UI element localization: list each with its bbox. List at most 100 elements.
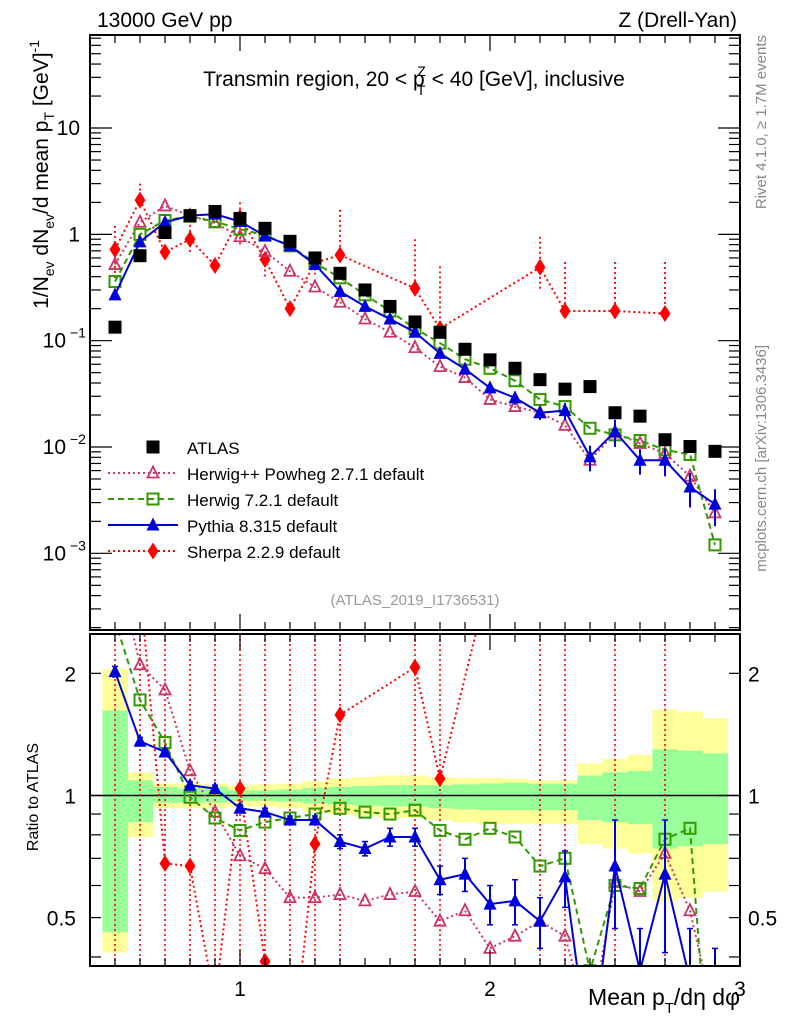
- data-point: [533, 859, 547, 873]
- data-point: [558, 416, 572, 431]
- legend-marker: [146, 440, 160, 454]
- data-point: [383, 807, 397, 821]
- ratio-y-tick-label-right: 2: [748, 663, 760, 686]
- y-tick-label: 1: [68, 223, 80, 246]
- data-point: [483, 821, 497, 835]
- xaxis-label: Mean pT/dη dφ: [588, 984, 740, 1017]
- data-point: [433, 823, 447, 837]
- data-point: [458, 832, 472, 846]
- data-point: [434, 770, 446, 788]
- data-point: [334, 706, 346, 724]
- data-point: [483, 380, 497, 394]
- data-point: [183, 762, 197, 777]
- data-point: [358, 841, 372, 855]
- data-point: [408, 324, 422, 338]
- header-left: 13000 GeV pp: [97, 9, 232, 32]
- data-point: [133, 213, 147, 228]
- legend-item: Pythia 8.315 default: [108, 517, 338, 536]
- ratio-y-tick-label-left: 2: [64, 663, 76, 686]
- data-point: [659, 305, 671, 323]
- data-point: [183, 209, 197, 223]
- data-point: [560, 490, 571, 507]
- data-point: [358, 892, 372, 907]
- data-point: [408, 882, 422, 897]
- data-point: [683, 821, 697, 835]
- data-point: [158, 214, 172, 228]
- data-point: [258, 804, 272, 818]
- y-tick-label: 10: [43, 542, 66, 565]
- data-point: [658, 433, 672, 447]
- ylabel-b-sub: ev: [41, 214, 57, 229]
- ratio-y-tick-label-left: 1: [64, 785, 76, 808]
- green-band-bin: [552, 783, 578, 811]
- legend-marker: [146, 492, 160, 506]
- ratio-y-tick-label-right: 1: [748, 785, 760, 808]
- ylabel-d: [GeV]: [30, 52, 53, 112]
- title-post: < 40 [GeV], inclusive: [426, 68, 625, 91]
- data-point: [158, 744, 172, 758]
- data-point: [558, 403, 572, 417]
- mcplots-label: mcplots.cern.ch [arXiv:1306.3436]: [753, 345, 770, 572]
- data-point: [234, 780, 246, 798]
- ylabel-c-sub: T: [41, 112, 57, 121]
- data-point: [133, 234, 147, 248]
- data-point: [133, 656, 147, 671]
- ylabel-c: /d mean p: [30, 121, 53, 214]
- data-point: [458, 342, 472, 356]
- data-point: [308, 889, 322, 904]
- data-point: [558, 927, 572, 942]
- data-point: [284, 300, 296, 318]
- data-point: [158, 681, 172, 696]
- data-point: [633, 409, 647, 423]
- data-point: [108, 664, 122, 678]
- data-point: [208, 205, 222, 219]
- header-right: Z (Drell-Yan): [618, 9, 737, 32]
- ratio-series-pythia-8-315-default: [108, 664, 718, 966]
- xlabel-a: Mean p: [588, 984, 665, 1010]
- data-point: [633, 434, 647, 448]
- ylabel-a: 1/N: [30, 276, 53, 309]
- data-point: [483, 353, 497, 367]
- data-point: [408, 315, 422, 329]
- data-point: [609, 302, 621, 320]
- data-point: [608, 858, 622, 872]
- data-point: [533, 405, 547, 419]
- data-point: [409, 658, 421, 676]
- data-point: [533, 913, 547, 927]
- data-point: [408, 803, 422, 817]
- green-band-bin: [452, 784, 478, 810]
- data-point: [383, 311, 397, 325]
- data-point: [708, 538, 722, 552]
- data-point: [508, 398, 522, 412]
- data-point: [458, 902, 472, 917]
- data-point: [183, 777, 197, 791]
- data-point: [159, 854, 171, 872]
- data-point: [333, 886, 347, 900]
- title-sub: T: [417, 82, 426, 98]
- data-point: [184, 857, 196, 875]
- data-point: [333, 293, 347, 308]
- legend-item: Herwig++ Powheg 2.7.1 default: [108, 464, 424, 484]
- data-point: [309, 835, 321, 853]
- x-tick-label: 3: [734, 978, 746, 1001]
- data-point: [508, 927, 522, 942]
- legend-label: Herwig++ Powheg 2.7.1 default: [187, 465, 424, 484]
- data-point: [108, 320, 122, 334]
- data-point: [408, 339, 422, 354]
- green-band-bin: [527, 783, 553, 811]
- data-point: [308, 278, 322, 293]
- data-point: [334, 246, 346, 264]
- data-point: [458, 369, 472, 383]
- legend-label: ATLAS: [187, 439, 240, 458]
- data-point: [383, 323, 397, 338]
- legend-label: Herwig 7.2.1 default: [187, 491, 338, 510]
- data-point: [258, 221, 272, 235]
- ratio-axes: 0.5 0.5 1 1 2 2 1 2 3: [47, 633, 777, 1001]
- green-band-bin: [477, 783, 503, 811]
- ratio-series-sherpa-2-2-9-default: [114, 490, 666, 1010]
- analysis-watermark: (ATLAS_2019_I1736531): [330, 592, 499, 609]
- data-point: [210, 993, 221, 1010]
- data-point: [358, 283, 372, 297]
